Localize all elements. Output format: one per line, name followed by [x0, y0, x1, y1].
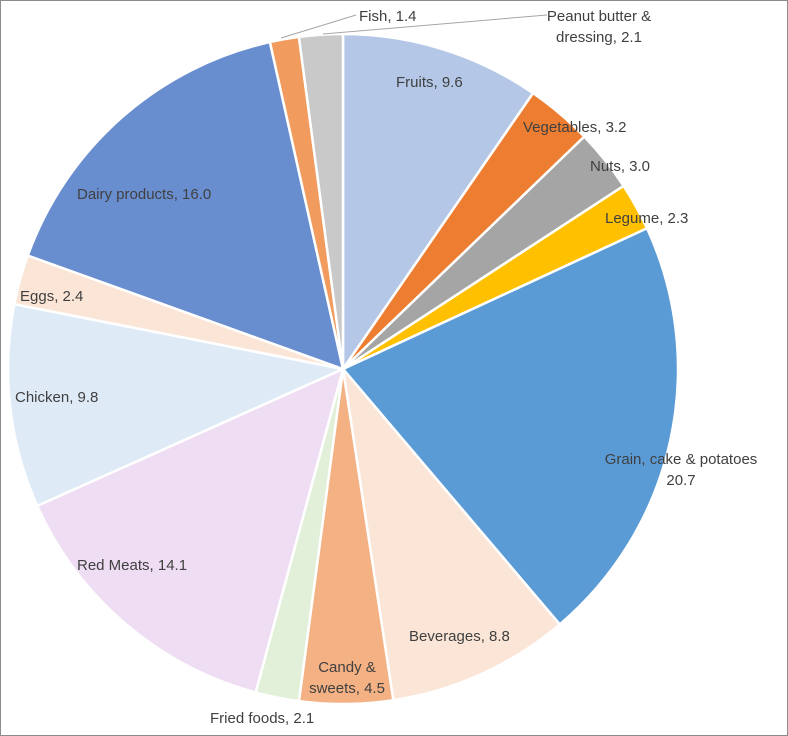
data-label: Dairy products, 16.0 — [77, 186, 211, 203]
data-label: Candy & — [318, 659, 376, 676]
data-label: Red Meats, 14.1 — [77, 557, 187, 574]
leader-line — [322, 14, 548, 35]
data-label: sweets, 4.5 — [309, 680, 385, 697]
data-label: Nuts, 3.0 — [590, 158, 650, 175]
data-label: dressing, 2.1 — [556, 29, 642, 46]
pie-slice-peanut-butter-dressing — [297, 32, 345, 370]
data-label: Beverages, 8.8 — [409, 628, 510, 645]
pie-slice-red-meats — [35, 366, 345, 694]
data-label: Chicken, 9.8 — [15, 389, 98, 406]
pie-slice-grain-cake-potatoes — [340, 226, 680, 627]
pie-slice-fruits — [341, 32, 535, 374]
pie-slice-beverages — [341, 364, 562, 702]
pie-slice-dairy-products — [26, 40, 345, 371]
leader-line — [280, 14, 357, 39]
data-label: Grain, cake & potatoes — [605, 451, 758, 468]
data-label: Fruits, 9.6 — [396, 74, 463, 91]
data-label: Eggs, 2.4 — [20, 288, 83, 305]
data-label: Vegetables, 3.2 — [523, 119, 626, 136]
data-label: Fried foods, 2.1 — [210, 710, 314, 727]
data-label: Peanut butter & — [547, 8, 651, 25]
pie-slice-chicken — [6, 302, 348, 508]
data-label: Legume, 2.3 — [605, 210, 688, 227]
data-label: Fish, 1.4 — [359, 8, 417, 25]
data-label: 20.7 — [666, 472, 695, 489]
